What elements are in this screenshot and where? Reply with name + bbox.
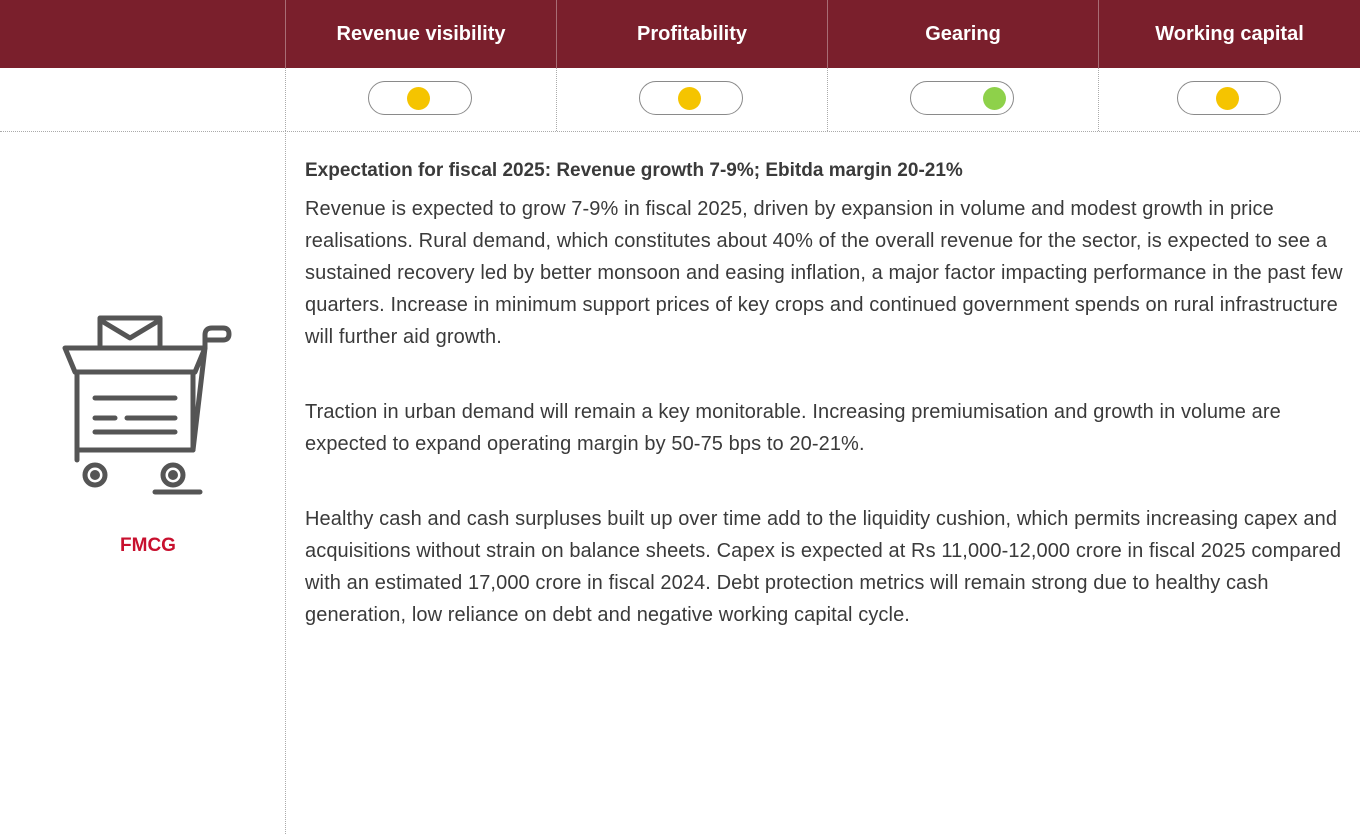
toggle xyxy=(1176,81,1281,115)
indicator-cell xyxy=(556,68,827,131)
cart-icon xyxy=(62,315,232,495)
section-heading: Expectation for fiscal 2025: Revenue gro… xyxy=(305,160,963,181)
toggle xyxy=(910,81,1014,115)
header-bar: Revenue visibility Profitability Gearing Wo… xyxy=(0,0,1360,68)
column-header: Profitability xyxy=(556,0,827,68)
divider xyxy=(285,131,286,834)
paragraph: Traction in urban demand will remain a k… xyxy=(305,401,1281,455)
status-dot xyxy=(407,87,430,110)
column-header: Gearing xyxy=(827,0,1098,68)
sector-label: FMCG xyxy=(120,535,176,556)
column-header: Working capital xyxy=(1098,0,1360,68)
indicator-cell xyxy=(285,68,556,131)
indicator-cell xyxy=(827,68,1098,131)
indicator-cell xyxy=(1098,68,1360,131)
toggle xyxy=(368,81,472,115)
status-dot xyxy=(983,87,1006,110)
toggle xyxy=(639,81,743,115)
content: Expectation for fiscal 2025: Revenue gro… xyxy=(305,157,1360,674)
column-header: Revenue visibility xyxy=(285,0,556,68)
status-dot xyxy=(678,87,701,110)
paragraph: Revenue is expected to grow 7-9% in fisc… xyxy=(305,198,1343,348)
paragraph: Healthy cash and cash surpluses built up… xyxy=(305,508,1342,626)
indicator-row xyxy=(0,68,1360,132)
status-dot xyxy=(1215,87,1239,110)
